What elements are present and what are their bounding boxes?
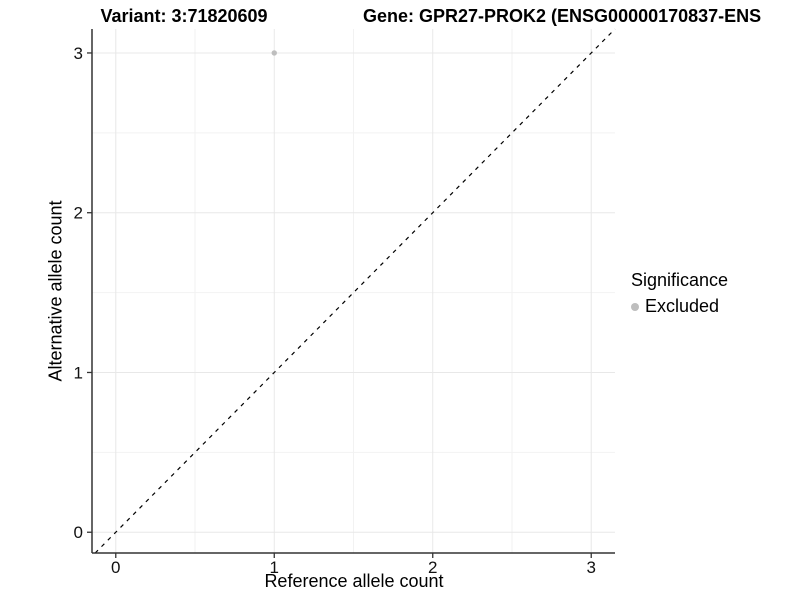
- legend-item-label: Excluded: [645, 296, 720, 316]
- y-tick-label: 3: [74, 44, 83, 63]
- x-tick-label: 3: [586, 558, 595, 577]
- legend-item-excluded: Excluded: [631, 296, 728, 317]
- x-tick-label: 1: [270, 558, 279, 577]
- y-axis-title: Alternative allele count: [45, 200, 66, 382]
- legend-marker-circle-icon: [631, 302, 639, 311]
- data-point: [271, 50, 277, 56]
- identity-reference-line: [94, 28, 616, 554]
- legend: Significance Excluded: [631, 270, 728, 317]
- x-axis-title: Reference allele count: [264, 571, 444, 591]
- y-tick-label: 0: [74, 523, 83, 542]
- gene-title: Gene: GPR27-PROK2 (ENSG00000170837-ENS: [363, 6, 762, 26]
- x-tick-label: 0: [111, 558, 120, 577]
- y-tick-label: 2: [74, 204, 83, 223]
- legend-title: Significance: [631, 270, 729, 290]
- variant-title: Variant: 3:71820609: [100, 6, 268, 26]
- y-tick-label: 1: [74, 363, 83, 382]
- x-tick-label: 2: [428, 558, 437, 577]
